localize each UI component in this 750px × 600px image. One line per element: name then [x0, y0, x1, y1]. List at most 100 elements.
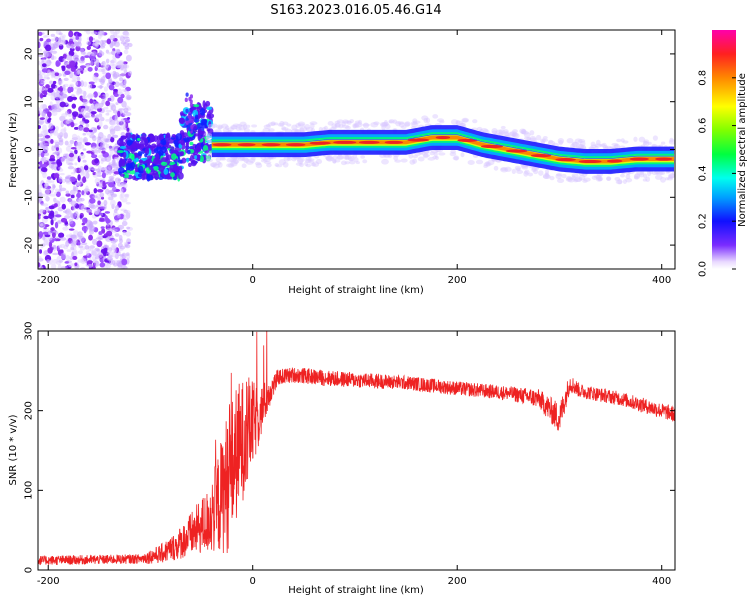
spectrogram-halo-cell — [282, 121, 289, 125]
spectrogram-noise-cell — [111, 260, 116, 266]
spectrogram-halo-cell — [664, 177, 670, 181]
spectrogram-noise-cell — [48, 205, 55, 210]
spectrogram-halo-cell — [207, 123, 216, 129]
spectrogram-halo-cell — [660, 176, 666, 183]
spectrogram-noise-cell — [81, 222, 85, 226]
spectrogram-noise-cell — [39, 117, 45, 120]
spectrogram-noise-cell — [126, 116, 131, 120]
spectrogram-transition-cell — [126, 170, 131, 174]
spectrogram-noise-cell — [38, 255, 42, 262]
spectrogram-halo-cell — [485, 163, 490, 167]
spectrogram-noise-cell — [98, 51, 105, 57]
spectrogram-halo-cell — [217, 125, 222, 130]
spectrogram-noise-cell — [125, 32, 130, 37]
spectrogram-halo-cell — [349, 118, 354, 124]
spectrogram-noise-cell — [40, 152, 45, 158]
spectrogram-noise-cell — [67, 95, 74, 103]
spectrogram-halo-cell — [614, 176, 621, 182]
spectrogram-halo-cell — [595, 174, 602, 181]
spectrogram-halo-cell — [523, 132, 531, 138]
spectrogram-noise-cell — [78, 111, 83, 115]
spectrogram-halo-cell — [579, 140, 586, 147]
spectrogram-noise-cell — [73, 237, 78, 245]
spectrogram-noise-cell — [95, 76, 99, 81]
spectrogram-halo-cell — [462, 118, 469, 123]
spectrogram-halo-cell — [578, 139, 586, 143]
spectrogram-noise-cell — [50, 43, 55, 50]
spectrogram-halo-cell — [429, 151, 435, 156]
spectrogram-halo-cell — [274, 162, 280, 167]
spectrogram-noise-cell — [121, 88, 127, 93]
spectrogram-noise-cell — [93, 251, 100, 258]
spectrogram-noise-cell — [70, 121, 75, 128]
y-tick-label: 200 — [24, 401, 35, 420]
spectrogram-noise-cell — [87, 264, 94, 268]
spectrogram-noise-cell — [51, 83, 56, 89]
x-tick-label: 400 — [652, 275, 671, 286]
spectrogram-halo-cell — [529, 137, 538, 142]
spectrogram-noise-cell — [39, 37, 44, 42]
spectrogram-noise-cell — [87, 66, 93, 72]
spectrogram-noise-cell — [117, 96, 124, 104]
spectrogram-noise-cell — [107, 133, 112, 140]
spectrogram-spike-cell — [188, 119, 192, 124]
spectrogram-noise-cell — [79, 166, 85, 173]
spectrogram-noise-cell — [107, 196, 113, 201]
spectrogram-halo-cell — [476, 126, 483, 132]
colorbar-tick-label: 0.0 — [698, 261, 709, 277]
spectrogram-halo-cell — [638, 136, 646, 143]
colorbar-tick-label: 0.6 — [698, 118, 709, 134]
spectrogram-halo-cell — [519, 128, 526, 134]
spectrogram-noise-cell — [116, 213, 121, 219]
spectrogram-halo-cell — [634, 173, 641, 179]
spectrogram-noise-cell — [79, 65, 87, 69]
spectrogram-noise-cell — [43, 215, 50, 220]
spectrogram-noise-cell — [121, 258, 128, 266]
spectrogram-halo-cell — [643, 140, 648, 145]
spectrogram-noise-cell — [55, 125, 59, 132]
spectrogram-noise-cell — [57, 41, 64, 46]
spectrogram-halo-cell — [370, 121, 379, 128]
spectrogram-noise-cell — [114, 113, 118, 119]
spectrogram-ridge-core — [285, 143, 306, 147]
spectrogram-halo-cell — [263, 124, 271, 129]
spectrogram-transition-cell — [146, 155, 153, 160]
spectrogram-noise-cell — [99, 192, 105, 198]
y-tick-label: 10 — [24, 95, 35, 108]
spectrogram-halo-cell — [561, 173, 567, 179]
spectrogram-halo-cell — [291, 156, 297, 162]
spectrogram-halo-cell — [547, 140, 556, 147]
spectrogram-noise-cell — [99, 217, 105, 222]
spectrogram-halo-cell — [582, 179, 588, 183]
spectrogram-halo-cell — [574, 177, 582, 183]
spectrogram-halo-cell — [491, 127, 498, 134]
spectrogram-noise-cell — [104, 244, 109, 249]
spectrogram-noise-cell — [40, 103, 46, 110]
spectrogram-halo-cell — [620, 173, 625, 178]
spectrogram-transition-cell — [162, 141, 166, 146]
spectrogram-halo-cell — [651, 171, 659, 176]
spectrogram-halo-cell — [502, 129, 509, 134]
spectrogram-halo-cell — [511, 168, 516, 174]
spectrogram-noise-cell — [71, 111, 79, 117]
spectrogram-transition-cell — [155, 152, 160, 161]
spectrogram-ridge-core — [309, 141, 331, 145]
spectrogram-halo-cell — [352, 123, 357, 129]
spectrogram-halo-cell — [304, 161, 309, 167]
colorbar-gradient — [712, 30, 736, 269]
spectrogram-noise-cell — [77, 241, 81, 246]
spectrogram-halo-cell — [558, 139, 564, 146]
spectrogram-noise-cell — [68, 218, 74, 225]
spectrogram-noise-cell — [108, 168, 112, 175]
spectrogram-noise-cell — [71, 103, 77, 109]
spectrogram-noise-cell — [64, 261, 70, 264]
x-tick-label: 0 — [250, 275, 256, 286]
spectrogram-transition-cell — [119, 141, 127, 147]
spectrogram-noise-cell — [39, 266, 44, 269]
spectrogram-noise-cell — [116, 260, 122, 267]
colorbar-tick-label: 0.2 — [698, 213, 709, 229]
spectrogram-noise-cell — [123, 178, 129, 181]
spectrogram-halo-cell — [242, 123, 248, 130]
spectrogram-noise-cell — [121, 198, 128, 203]
spectrogram-noise-cell — [95, 237, 102, 240]
